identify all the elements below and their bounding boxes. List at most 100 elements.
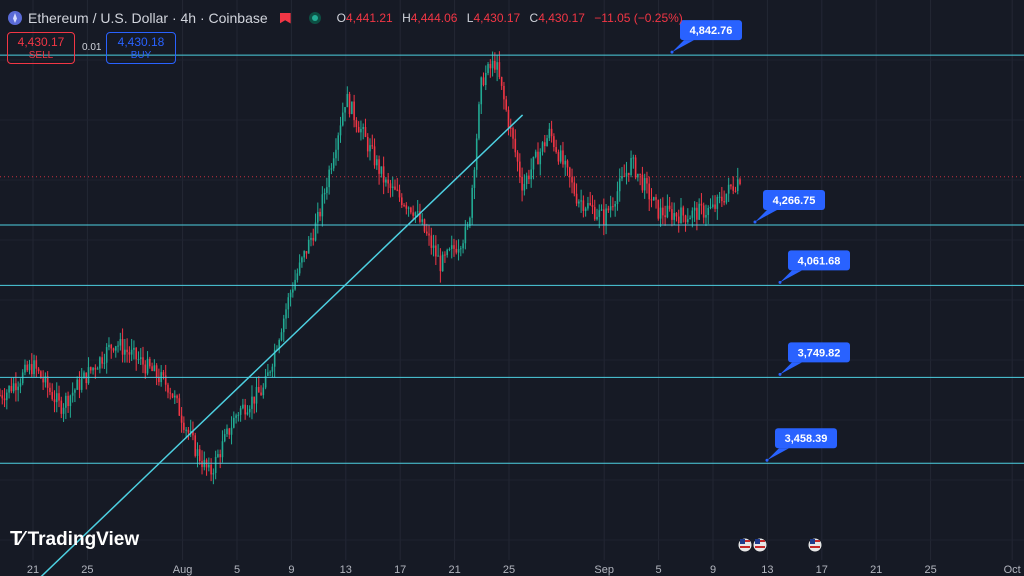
candle-body: [257, 386, 260, 393]
time-tick-label: 9: [710, 564, 716, 576]
callout-pointer: [780, 270, 802, 283]
candle-body: [137, 359, 140, 361]
candle-body: [99, 357, 101, 369]
candle-body: [557, 152, 560, 162]
candle-body: [149, 358, 151, 367]
callout-pointer: [755, 209, 777, 222]
candle-body: [730, 184, 732, 187]
candle-body: [130, 349, 133, 355]
candle-body: [262, 387, 265, 396]
candle-body: [255, 386, 258, 404]
candle-body: [292, 289, 294, 293]
candle-body: [489, 64, 492, 69]
candle-body: [246, 412, 249, 415]
candle-body: [521, 176, 523, 191]
candle-body: [223, 434, 226, 442]
candle-body: [689, 217, 691, 220]
candle-body: [151, 366, 153, 371]
candle-body: [627, 172, 630, 176]
candle-body: [65, 395, 67, 408]
candle-body: [369, 145, 371, 152]
candle-body: [671, 209, 673, 220]
candle-body: [709, 206, 712, 209]
low-label: L: [466, 11, 474, 25]
candle-body: [725, 193, 728, 203]
candle-body: [509, 127, 512, 129]
candle-body: [330, 168, 333, 170]
candle-body: [185, 429, 187, 431]
candle-body: [428, 233, 430, 236]
horizontal-levels[interactable]: [0, 54, 1024, 464]
flag-canton: [740, 539, 745, 544]
time-tick-label: 25: [503, 564, 515, 576]
candle-body: [530, 169, 532, 180]
candle-body: [684, 215, 687, 223]
candle-body: [219, 454, 221, 458]
candle-body: [598, 210, 601, 217]
candle-body: [90, 367, 92, 371]
candle-body: [351, 101, 353, 114]
logo-text: TradingView: [27, 528, 140, 550]
candle-body: [480, 77, 483, 105]
time-tick-label: 13: [340, 564, 352, 576]
candle-body: [630, 158, 632, 176]
candle-body: [273, 349, 276, 367]
candle-body: [430, 235, 433, 248]
candle-body: [605, 208, 607, 225]
candle-body: [421, 219, 424, 222]
candle-body: [677, 216, 680, 224]
candle-body: [253, 396, 256, 404]
event-markers[interactable]: [737, 537, 823, 553]
candle-body: [21, 372, 24, 384]
change-value: −11.05 (−0.25%): [594, 11, 683, 25]
candle-body: [698, 203, 700, 220]
trendline-group[interactable]: [13, 114, 524, 576]
candle-body: [537, 151, 539, 165]
candle-body: [650, 199, 653, 201]
candle-body: [287, 297, 290, 310]
candle-body: [700, 203, 703, 206]
candle-body: [67, 395, 69, 407]
ethereum-icon: [8, 11, 22, 25]
candle-body: [105, 347, 108, 363]
candle-body: [385, 179, 387, 183]
market-status-icon[interactable]: [308, 12, 321, 24]
candle-body: [568, 167, 571, 178]
trendline[interactable]: [13, 114, 524, 576]
candle-body: [192, 430, 194, 436]
candle-body: [460, 248, 462, 250]
candle-body: [158, 377, 160, 383]
candle-body: [727, 184, 730, 194]
buy-button[interactable]: 4,430.18 BUY: [106, 32, 176, 64]
candle-body: [335, 149, 337, 159]
callout-box: [788, 342, 850, 363]
callout-box: [788, 250, 850, 271]
candle-body: [394, 186, 396, 190]
candle-body: [69, 395, 72, 407]
candle-body: [666, 205, 669, 218]
tradingview-logo[interactable]: T⁄ TradingView: [10, 528, 139, 551]
candle-body: [310, 237, 312, 240]
candle-body: [734, 190, 737, 192]
time-axis: 21 25 Aug 5 9 13 17 21 25 Sep 5 9 13 17 21 25 Oct: [27, 564, 1021, 576]
candle-body: [15, 383, 17, 391]
candle-body: [60, 400, 63, 414]
candle-body: [691, 210, 694, 218]
candle-body: [78, 379, 81, 390]
bookmark-flag-icon[interactable]: [279, 12, 291, 24]
candle-body: [723, 201, 725, 203]
candle-body: [210, 464, 212, 475]
candle-body: [271, 366, 274, 372]
candle-body: [464, 226, 467, 244]
candle-body: [133, 347, 135, 350]
close-value: 4,430.17: [538, 11, 585, 25]
candle-body: [371, 145, 374, 147]
candle-body: [466, 225, 469, 227]
candle-body: [582, 200, 585, 212]
candle-body: [721, 196, 723, 202]
sell-button[interactable]: 4,430.17 SELL: [7, 32, 75, 64]
candle-body: [584, 208, 587, 212]
symbol-title[interactable]: Ethereum / U.S. Dollar · 4h · Coinbase: [28, 10, 268, 26]
callout-anchor: [670, 50, 674, 54]
